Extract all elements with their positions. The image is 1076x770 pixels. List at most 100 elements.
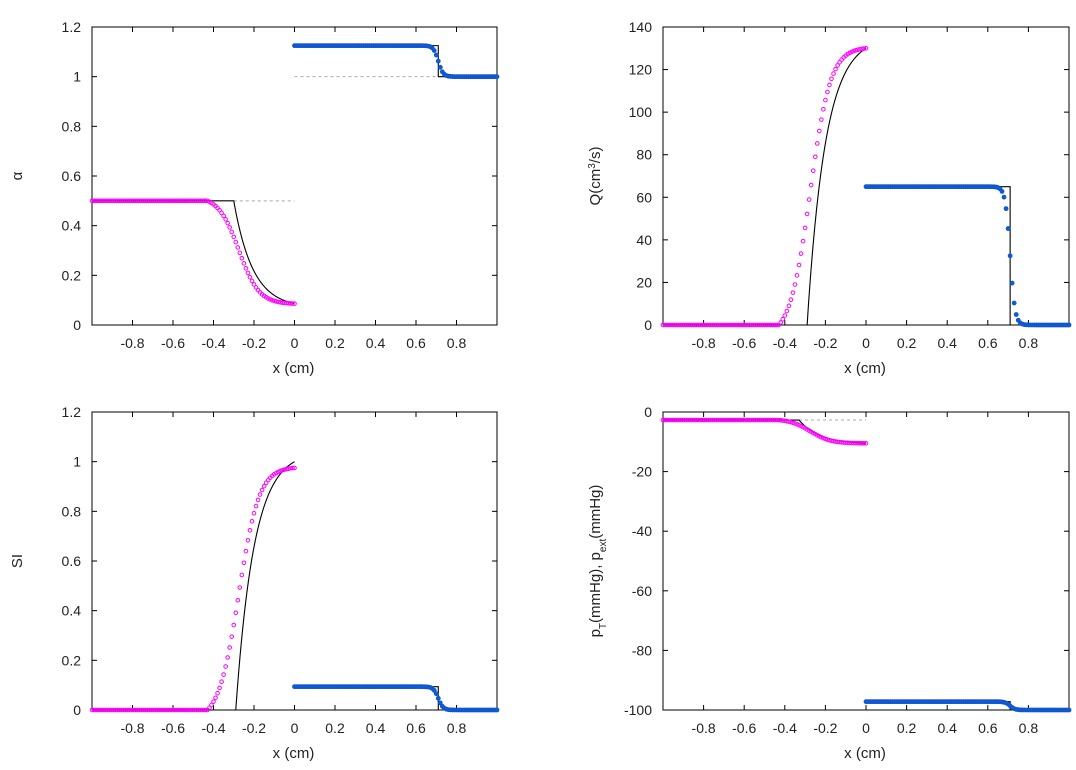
- x-tick-label: -0.8: [692, 720, 716, 736]
- numerical-point-right: [437, 64, 443, 70]
- y-tick-label: 0.8: [62, 503, 82, 519]
- x-axis-label: x (cm): [844, 360, 886, 377]
- y-tick-label: 80: [636, 147, 652, 163]
- numerical-point-left: [829, 438, 834, 444]
- numerical-point-left: [249, 518, 255, 524]
- numerical-point-left: [857, 46, 863, 52]
- numerical-point-left: [855, 47, 861, 53]
- numerical-point-right: [1066, 707, 1072, 713]
- numerical-point-left: [833, 66, 838, 72]
- numerical-point-right: [431, 48, 437, 53]
- numerical-point-left: [808, 182, 814, 188]
- numerical-point-left: [215, 690, 220, 696]
- x-tick-label: -0.6: [732, 720, 756, 736]
- y-axis-label: Q(cm3/s): [587, 147, 605, 206]
- numerical-point-left: [253, 503, 259, 509]
- y-tick-label: 0.2: [62, 267, 82, 283]
- numerical-point-right: [435, 58, 441, 64]
- numerical-point-left: [835, 63, 840, 68]
- numerical-point-left: [261, 483, 267, 489]
- numerical-point-left: [806, 197, 812, 202]
- numerical-point-left: [225, 655, 230, 660]
- y-tick-label: -60: [632, 583, 652, 599]
- numerical-point-left: [786, 303, 792, 309]
- numerical-point-left: [245, 537, 251, 543]
- numerical-point-right: [433, 691, 439, 697]
- numerical-point-left: [269, 297, 275, 303]
- numerical-point-left: [800, 238, 806, 244]
- plot-frame: [662, 26, 1070, 326]
- panel-Q: -0.8 -0.6 -0.4 -0.2 0 0.2 0.4 0.6 0.8 0 20 40 60 80 10…: [587, 19, 1072, 377]
- y-tick-label: 1.2: [62, 404, 82, 420]
- numerical-point-right: [494, 74, 500, 80]
- exact-solution-left: [92, 200, 295, 305]
- numerical-point-left: [237, 250, 243, 256]
- numerical-point-left: [853, 47, 859, 53]
- numerical-point-left: [790, 420, 796, 426]
- numerical-point-right: [494, 707, 500, 713]
- x-tick-label: -0.2: [242, 720, 266, 736]
- y-tick-label: 0: [644, 404, 652, 420]
- numerical-point-left: [823, 97, 828, 103]
- x-tick-label: 0.4: [937, 335, 957, 351]
- x-tick-label: 0.6: [406, 335, 426, 351]
- y-tick-label: -20: [632, 464, 652, 480]
- numerical-point-left: [219, 679, 224, 685]
- panel-SI: -0.8 -0.6 -0.4 -0.2 0 0.2 0.4 0.6 0.8 0 0.2 0.4 0.6 0…: [9, 404, 500, 762]
- numerical-point-left: [290, 301, 295, 306]
- exact-solution-right: [866, 186, 1069, 326]
- x-tick-label: 0: [862, 720, 870, 736]
- numerical-point-left: [861, 46, 867, 51]
- x-tick-label: 0.8: [447, 720, 467, 736]
- numerical-point-left: [255, 497, 261, 503]
- y-tick-label: 120: [629, 62, 653, 78]
- numerical-point-left: [241, 560, 247, 566]
- numerical-point-left: [819, 117, 824, 122]
- numerical-point-left: [782, 418, 788, 424]
- y-tick-label: 0: [644, 317, 652, 333]
- x-tick-label: -0.6: [161, 335, 185, 351]
- x-tick-label: -0.4: [773, 335, 797, 351]
- panel-alpha: -0.8 -0.6 -0.4 -0.2 0 0.2 0.4 0.6 0.8 0 0.2 0.4 0.6 0…: [9, 19, 500, 377]
- x-tick-label: -0.8: [120, 720, 144, 736]
- numerical-point-right: [1003, 206, 1009, 212]
- numerical-point-left: [835, 439, 840, 445]
- numerical-point-left: [284, 466, 289, 472]
- exact-solution-right: [294, 686, 497, 711]
- numerical-point-left: [231, 234, 237, 240]
- x-tick-label: -0.4: [201, 335, 225, 351]
- numerical-point-left: [257, 492, 263, 497]
- numerical-point-left: [221, 213, 226, 219]
- y-tick-label: 0.8: [62, 118, 82, 134]
- exact-solution-left: [663, 47, 867, 326]
- y-tick-label: 60: [636, 189, 652, 205]
- x-tick-label: 0.2: [897, 335, 917, 351]
- numerical-point-left: [213, 695, 218, 701]
- x-tick-label: -0.2: [242, 335, 266, 351]
- numerical-point-left: [271, 298, 277, 304]
- numerical-point-left: [831, 438, 836, 444]
- numerical-point-left: [859, 46, 865, 52]
- y-axis-label: pT(mmHg), pext(mmHg): [587, 485, 609, 638]
- numerical-point-left: [245, 270, 251, 276]
- y-tick-label: 40: [636, 232, 652, 248]
- numerical-point-left: [237, 585, 243, 590]
- y-tick-label: 1: [73, 454, 81, 470]
- numerical-point-left: [288, 466, 293, 471]
- y-tick-label: -40: [632, 523, 652, 539]
- numerical-point-left: [780, 418, 786, 423]
- x-tick-label: 0: [291, 720, 299, 736]
- x-tick-label: 0.8: [1019, 720, 1039, 736]
- numerical-point-left: [798, 251, 804, 256]
- x-tick-label: -0.4: [773, 720, 797, 736]
- x-tick-label: 0.2: [897, 720, 917, 736]
- numerical-point-left: [784, 308, 790, 314]
- numerical-point-left: [827, 82, 832, 88]
- numerical-point-left: [861, 440, 867, 446]
- numerical-point-left: [823, 436, 828, 442]
- numerical-point-right: [999, 189, 1005, 194]
- x-tick-label: 0.4: [366, 720, 386, 736]
- numerical-point-left: [243, 548, 249, 554]
- numerical-point-left: [247, 274, 253, 280]
